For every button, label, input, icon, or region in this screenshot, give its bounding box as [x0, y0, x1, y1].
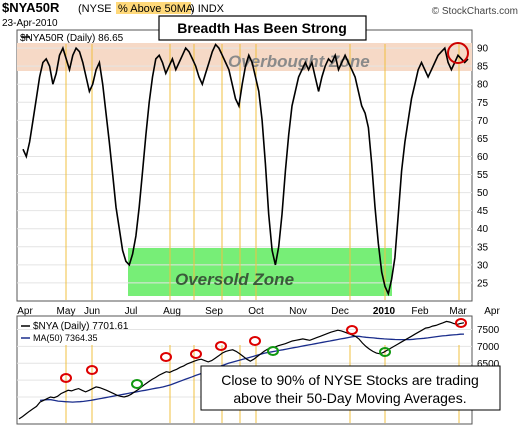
lower-y-tick-label: 6500: [477, 359, 500, 370]
peak-marker: [160, 352, 172, 362]
upper-y-tick-label: 45: [477, 206, 489, 217]
x-tick-label: Aug: [163, 306, 181, 317]
trough-marker: [379, 347, 391, 357]
lower-y-tick-label: 7500: [477, 325, 500, 336]
x-tick-label: Sep: [205, 306, 223, 317]
banner-title: Breadth Has Been Strong: [177, 20, 347, 36]
brand-label: © StockCharts.com: [432, 6, 518, 17]
x-tick-label: Jun: [84, 306, 100, 317]
oversold-label: Oversold Zone: [175, 270, 294, 289]
peak-circle: [447, 42, 469, 64]
upper-y-tick-label: 60: [477, 152, 489, 163]
date-label: 23-Apr-2010: [2, 18, 58, 29]
upper-y-tick-label: 75: [477, 98, 489, 109]
callout-line-1: Close to 90% of NYSE Stocks are trading: [221, 372, 479, 388]
upper-y-tick-label: 65: [477, 134, 489, 145]
peak-marker: [190, 349, 202, 359]
peak-marker: [249, 336, 261, 346]
upper-y-tick-label: 30: [477, 260, 489, 271]
upper-y-tick-label: 55: [477, 170, 489, 181]
banner-box: [158, 15, 367, 41]
trough-marker: [267, 346, 279, 356]
x-axis: Apr May Jun Jul Aug Sep Oct Nov Dec 2010 Feb Mar Apr: [17, 306, 500, 317]
x-tick-label: Nov: [289, 306, 307, 317]
symbol-title: $NYA50R: [2, 0, 60, 15]
highlight-box: [116, 2, 191, 14]
upper-y-tick-label: 50: [477, 188, 489, 199]
lower-legend-price: $NYA (Daily) 7701.61: [33, 321, 129, 332]
desc-prefix: (NYSE: [78, 3, 112, 15]
upper-y-tick-label: 35: [477, 242, 489, 253]
peak-marker: [346, 325, 358, 335]
x-tick-label: Jul: [125, 306, 138, 317]
desc-suffix: ) INDX: [191, 3, 225, 15]
trough-marker: [131, 379, 143, 389]
x-tick-label: Dec: [331, 306, 349, 317]
x-tick-label: 2010: [373, 306, 396, 317]
x-tick-label: May: [57, 306, 76, 317]
callout-line-2: above their 50-Day Moving Averages.: [233, 390, 466, 406]
upper-y-tick-label: 85: [477, 62, 489, 73]
x-tick-label: Apr: [17, 306, 33, 317]
oversold-zone: [128, 248, 392, 296]
peak-marker: [86, 365, 98, 375]
upper-y-axis: 25 30 35 40 45 50 55 60 65 70 75 80 85 90: [477, 44, 489, 290]
lower-y-tick-label: 7000: [477, 342, 500, 353]
x-tick-label: Oct: [248, 306, 264, 317]
nya50r-line: [22, 43, 469, 297]
nya-price-line: [18, 320, 465, 420]
callout-box: [200, 365, 501, 411]
upper-y-tick-label: 40: [477, 224, 489, 235]
peak-marker: [60, 373, 72, 383]
x-tick-label: Mar: [449, 306, 467, 317]
upper-y-tick-label: 80: [477, 80, 489, 91]
peak-marker: [215, 341, 227, 351]
peak-marker: [455, 318, 467, 328]
upper-y-tick-label: 90: [477, 44, 489, 55]
upper-y-tick-label: 25: [477, 278, 489, 289]
desc-highlight: % Above 50MA: [118, 3, 194, 15]
lower-legend-ma: MA(50) 7364.35: [33, 333, 98, 343]
x-tick-label: Feb: [411, 306, 429, 317]
swing-markers: [60, 318, 467, 389]
x-tick-label: Apr: [484, 306, 500, 317]
upper-legend: $NYA50R (Daily) 86.65: [20, 33, 124, 44]
upper-y-tick-label: 70: [477, 116, 489, 127]
ma50-line: [39, 333, 465, 403]
